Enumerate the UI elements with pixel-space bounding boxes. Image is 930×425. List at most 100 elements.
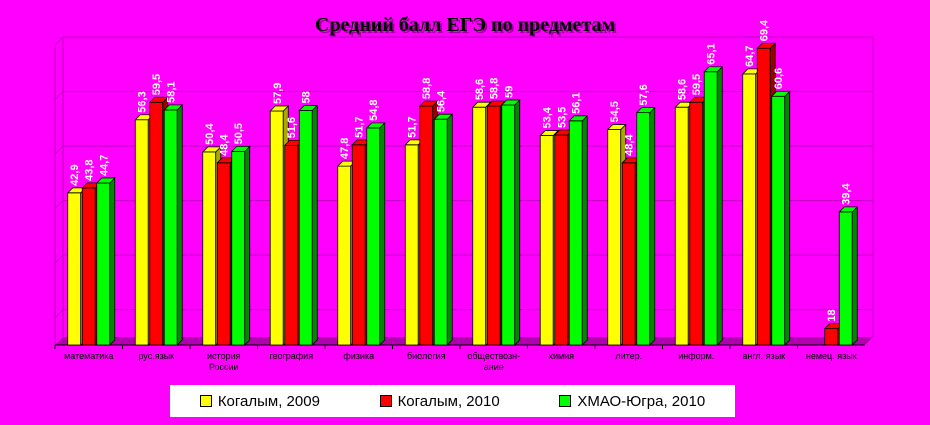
data-label: 64,7 — [744, 45, 756, 66]
bar — [231, 150, 246, 346]
legend-label: Когалым, 2009 — [217, 392, 320, 410]
data-label: 48,4 — [624, 134, 636, 156]
data-label: 42,9 — [69, 164, 81, 185]
bar-top — [298, 105, 319, 111]
bar-top — [770, 90, 791, 97]
x-tick-label: биология — [407, 351, 446, 361]
grid-line-diag — [54, 36, 64, 46]
data-label: 58,6 — [677, 79, 689, 100]
data-label: 53,5 — [556, 107, 568, 128]
legend-item-hmao-2010: ХМАО-Югра, 2010 — [559, 393, 705, 410]
data-label: 48,4 — [219, 134, 231, 156]
x-tick-label: немец. язык — [806, 351, 857, 361]
data-label: 18 — [826, 309, 838, 321]
legend-swatch-green — [559, 395, 572, 407]
bar-top — [95, 177, 116, 184]
bar — [636, 112, 651, 346]
bar-side — [716, 65, 723, 346]
bar — [433, 118, 448, 346]
bar — [81, 187, 96, 346]
bar — [202, 151, 217, 346]
x-tick-label: рус.язык — [138, 351, 174, 361]
x-tick-label: России — [209, 362, 239, 372]
bar — [216, 162, 231, 346]
bar — [366, 127, 381, 346]
bar-side — [446, 113, 453, 346]
data-label: 39,4 — [841, 183, 853, 205]
data-label: 47,8 — [339, 138, 351, 159]
bar — [163, 109, 178, 346]
bar-side — [379, 121, 386, 346]
x-tick-label: ание — [484, 362, 504, 372]
bar-side — [581, 114, 588, 346]
legend-label: ХМАО-Югра, 2010 — [577, 392, 706, 410]
bar — [703, 71, 718, 346]
x-tick-label: математика — [64, 351, 113, 361]
x-tick-label: физика — [343, 351, 374, 361]
grid-line-diag — [54, 145, 64, 155]
bar-top — [606, 124, 627, 130]
bar-top — [539, 130, 560, 136]
bar — [298, 110, 313, 346]
grid-line-diag — [54, 309, 64, 319]
bar — [96, 182, 111, 346]
bar-top — [201, 146, 222, 153]
bar — [689, 101, 704, 346]
data-label: 57,9 — [272, 83, 284, 104]
data-label: 58,1 — [166, 81, 178, 102]
bar — [568, 120, 583, 346]
bar — [149, 101, 164, 346]
bar-top — [568, 115, 589, 122]
bar-top — [418, 100, 439, 107]
data-label: 50,4 — [204, 123, 216, 145]
bar — [838, 211, 853, 346]
bar-top — [163, 104, 184, 111]
bar-top — [756, 42, 777, 49]
data-label: 59 — [503, 86, 515, 98]
data-label: 65,1 — [706, 43, 718, 64]
bar — [607, 129, 622, 346]
legend-swatch-yellow — [199, 395, 212, 407]
data-label: 51,7 — [354, 116, 366, 137]
x-tick-label: литер. — [615, 351, 642, 361]
bar — [351, 144, 366, 346]
bar-top — [433, 113, 454, 120]
data-label: 44,7 — [98, 155, 110, 176]
bar — [404, 144, 419, 346]
legend-item-kogalym-2010: Когалым, 2010 — [379, 393, 500, 410]
legend-swatch-red — [379, 395, 392, 407]
bar-top — [365, 122, 386, 129]
data-label: 50,5 — [233, 123, 245, 144]
x-tick-label: информ. — [678, 351, 714, 361]
bar — [337, 165, 352, 346]
bar-side — [514, 99, 521, 346]
data-label: 59,5 — [691, 74, 703, 95]
bar — [269, 110, 284, 346]
data-label: 51,6 — [286, 117, 298, 138]
grid-line-diag — [54, 200, 64, 209]
data-label: 58,8 — [421, 78, 433, 99]
bar-side — [311, 104, 318, 346]
bar-top — [148, 96, 169, 103]
data-label: 56,4 — [436, 90, 448, 112]
data-label: 57,6 — [638, 84, 650, 105]
x-tick-label: обществозн- — [467, 351, 520, 361]
data-label: 54,5 — [609, 101, 621, 122]
bar — [824, 328, 839, 346]
bar — [621, 162, 636, 346]
bar-top — [269, 105, 290, 112]
chart-title: Средний балл ЕГЭ по предметам — [314, 14, 616, 36]
bar-top — [635, 107, 656, 114]
bar — [284, 144, 299, 346]
bar — [501, 104, 516, 346]
bar — [472, 106, 487, 346]
x-tick-label: англ. язык — [742, 351, 785, 361]
bar — [554, 134, 569, 346]
bar — [67, 192, 82, 346]
data-label: 58,6 — [474, 79, 486, 100]
data-label: 59,5 — [151, 74, 163, 95]
chart-legend: Когалым, 2009 Когалым, 2010 ХМАО-Югра, 2… — [170, 385, 735, 417]
bar — [756, 47, 771, 346]
